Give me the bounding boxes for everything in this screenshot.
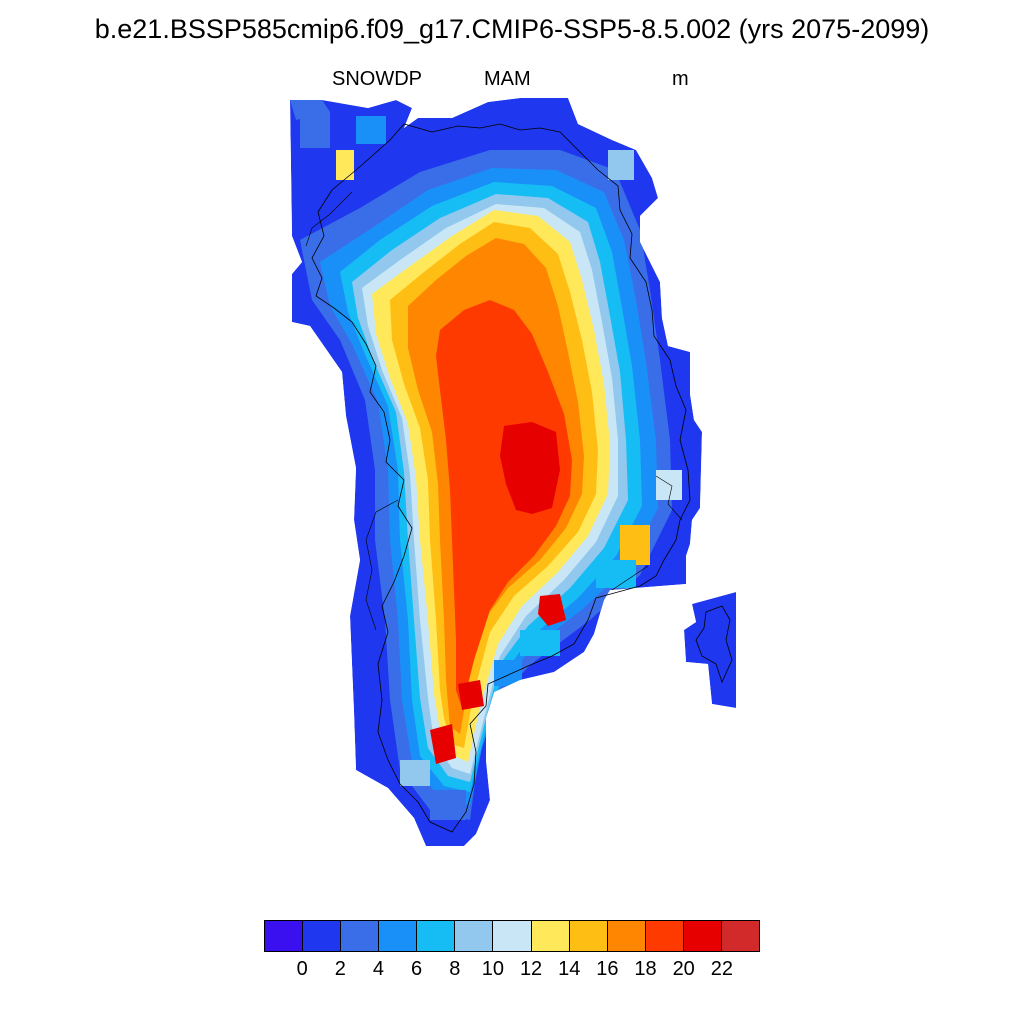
colorbar-tick-label: 2: [334, 958, 346, 980]
colorbar-swatch: [417, 921, 456, 951]
units-label: m: [672, 68, 689, 90]
colorbar-swatch: [455, 921, 494, 951]
colorbar-swatch: [683, 921, 722, 951]
variable-label: SNOWDP: [332, 68, 422, 90]
colorbar-tick-label: 8: [449, 958, 461, 980]
colorbar-tick-label: 16: [596, 958, 619, 980]
colorbar-tick-label: 20: [672, 958, 695, 980]
season-label: MAM: [484, 68, 531, 90]
colorbar-tick-label: 22: [710, 958, 733, 980]
colorbar-swatch: [493, 921, 532, 951]
plot-title: b.e21.BSSP585cmip6.f09_g17.CMIP6-SSP5-8.…: [94, 14, 930, 44]
colorbar-swatch: [569, 921, 608, 951]
colorbar-swatch: [645, 921, 684, 951]
colorbar-swatch: [303, 921, 342, 951]
colorbar-tick-label: 12: [519, 958, 543, 980]
coastal-patches: [300, 112, 682, 820]
colorbar: [264, 920, 760, 952]
greenland-coastline: [311, 123, 691, 833]
colorbar-tick-label: 4: [372, 958, 385, 980]
colorbar-tick-label: 18: [634, 958, 657, 980]
snow-band-20-22: [436, 300, 572, 708]
colorbar-tick-label: 0: [296, 958, 308, 980]
colorbar-swatch: [607, 921, 646, 951]
colorbar-swatch: [341, 921, 380, 951]
inner-coast-detail: [305, 191, 683, 631]
colorbar-tick-label: 6: [411, 958, 423, 980]
northern-land-fragment: [290, 100, 330, 120]
colorbar-swatch: [531, 921, 570, 951]
colorbar-tick-label: 10: [481, 958, 505, 980]
snow-band-22-plus: [430, 422, 566, 764]
colorbar-tick-label: 14: [558, 958, 581, 980]
colorbar-swatch: [265, 921, 304, 951]
colorbar-swatch: [379, 921, 418, 951]
colorbar-labels: 0 2 4 6 8 10 12 14 16 18 20 22: [264, 958, 760, 986]
colorbar-swatch: [721, 921, 760, 951]
island-coastline: [695, 605, 733, 684]
